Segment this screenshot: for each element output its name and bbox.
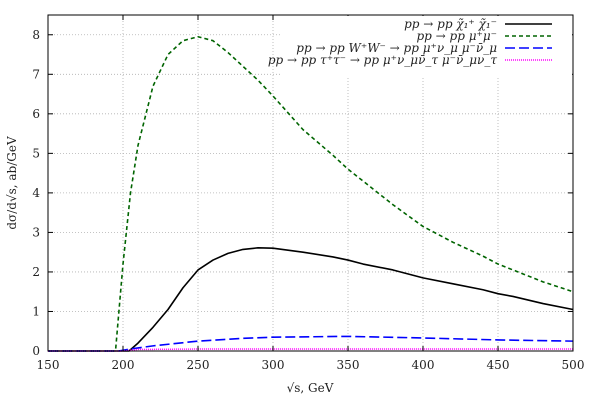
x-tick-label: 500	[562, 358, 585, 372]
x-axis-label: √s, GeV	[287, 381, 334, 395]
y-tick-label: 2	[32, 265, 40, 279]
x-tick-label: 450	[487, 358, 510, 372]
x-tick-label: 200	[112, 358, 135, 372]
series-group	[48, 35, 574, 352]
legend-label-1: pp → pp χ̃₁⁺ χ̃₁⁻	[404, 17, 497, 31]
legend-label-4: pp → pp τ⁺τ⁻ → pp μ⁺ν_μν̄_τ μ⁻ν̄_μν_τ	[268, 53, 498, 67]
y-axis-label: dσ/d√s, ab/GeV	[5, 136, 19, 230]
legend-background	[280, 16, 572, 78]
series-line-3	[48, 335, 574, 352]
legend: pp → pp χ̃₁⁺ χ̃₁⁻pp → pp μ⁺μ⁻pp → pp W⁺W…	[268, 16, 572, 78]
y-tick-label: 0	[32, 344, 40, 358]
x-tick-label: 400	[412, 358, 435, 372]
y-tick-label: 1	[32, 304, 40, 318]
ticks: 150 200 250 300 350 400 450 500 0 1 2 3 4 5 6 7 8	[32, 15, 584, 372]
y-tick-label: 6	[32, 107, 40, 121]
series-line-2	[48, 35, 574, 352]
legend-label-2: pp → pp μ⁺μ⁻	[417, 29, 498, 43]
y-tick-label: 4	[32, 186, 40, 200]
x-tick-label: 250	[187, 358, 210, 372]
series-line-1	[48, 247, 574, 352]
plot-frame	[47, 14, 574, 352]
x-tick-label: 350	[337, 358, 360, 372]
y-tick-label: 3	[32, 225, 40, 239]
legend-label-3: pp → pp W⁺W⁻ → pp μ⁺ν_μ μ⁻ν̄_μ	[296, 41, 497, 55]
grid	[48, 15, 573, 351]
y-tick-label: 7	[32, 67, 40, 81]
x-tick-label: 300	[262, 358, 285, 372]
y-tick-label: 8	[32, 28, 40, 42]
x-tick-label: 150	[37, 358, 60, 372]
y-tick-label: 5	[32, 146, 40, 160]
